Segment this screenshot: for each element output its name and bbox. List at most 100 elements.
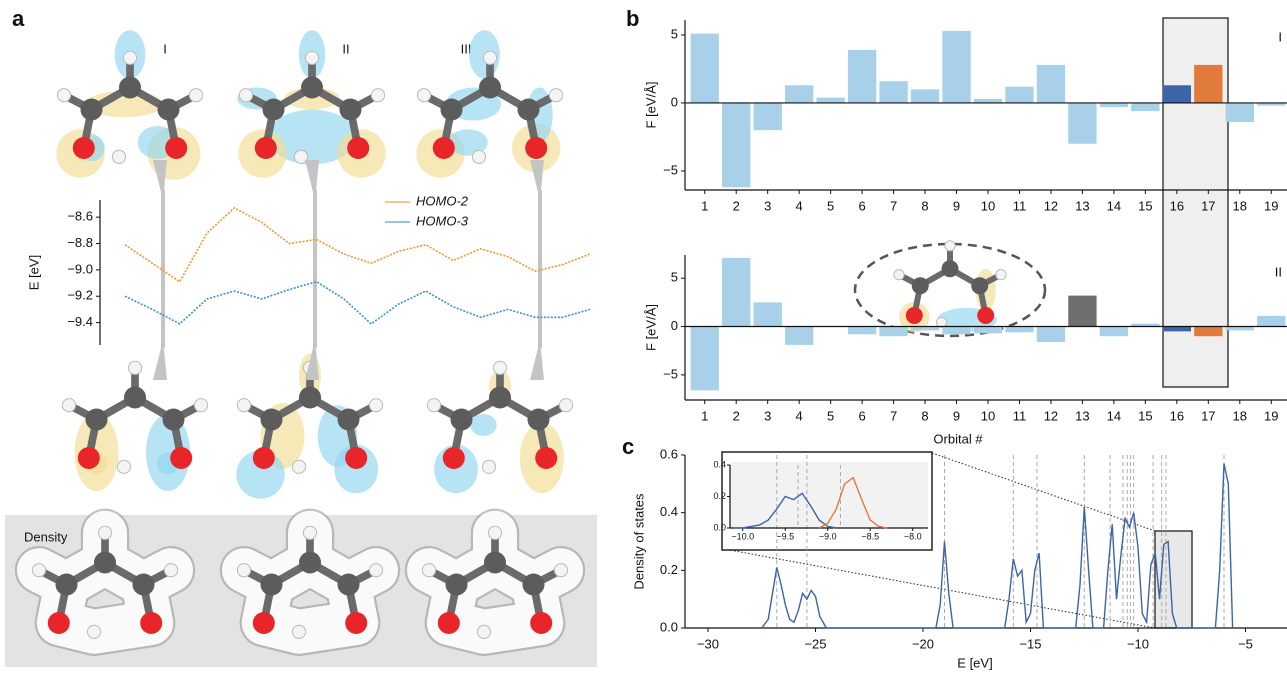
- x-tick-label: −8.5: [861, 531, 879, 541]
- state-marker: [153, 160, 167, 200]
- bar: [1099, 102, 1129, 108]
- bar: [1225, 326, 1254, 331]
- oxygen: [77, 447, 100, 469]
- bar: [1005, 86, 1034, 103]
- y-tick-label: −5: [663, 162, 678, 177]
- hydrogen: [193, 398, 209, 413]
- hydrogen: [995, 269, 1007, 281]
- oxygen: [442, 447, 465, 469]
- structure-label: III: [461, 41, 472, 56]
- carbon: [260, 573, 283, 596]
- oxygen: [432, 137, 455, 159]
- y-tick-label: −5: [663, 366, 678, 381]
- x-tick-label: 4: [796, 198, 803, 213]
- x-tick-label: 13: [1075, 408, 1089, 423]
- hydrogen: [188, 88, 204, 103]
- x-tick-label: 7: [890, 198, 897, 213]
- x-tick-label: 1: [701, 198, 708, 213]
- bar: [910, 326, 940, 331]
- y-tick-label: −8.8: [67, 235, 93, 250]
- carbon: [80, 98, 103, 121]
- carbon: [911, 277, 929, 295]
- hydrogen: [291, 624, 307, 639]
- bar: [942, 326, 971, 335]
- y-tick-label: −9.4: [67, 314, 93, 329]
- x-tick-label: 18: [1233, 198, 1247, 213]
- y-tick-label: 5: [671, 270, 678, 285]
- y-axis-label: E [eV]: [26, 255, 41, 290]
- hydrogen: [368, 563, 384, 578]
- state-marker: [153, 340, 167, 380]
- bar: [847, 49, 877, 103]
- x-tick-label: −8.0: [904, 531, 922, 541]
- oxygen: [905, 307, 923, 324]
- x-tick-label: −10: [1127, 636, 1149, 651]
- bar: [722, 257, 751, 327]
- oxygen: [530, 612, 553, 634]
- oxygen: [254, 137, 277, 159]
- y-tick-label: 0.2: [713, 491, 726, 501]
- x-tick-label: −15: [1019, 636, 1041, 651]
- series-line: [734, 492, 837, 529]
- carbon: [339, 98, 362, 121]
- x-tick-label: 3: [764, 198, 771, 213]
- bar: [1131, 102, 1160, 112]
- carbon: [124, 386, 146, 409]
- carbon: [94, 551, 116, 574]
- bar: [1099, 326, 1129, 337]
- hydrogen: [487, 525, 503, 540]
- bar: [1194, 326, 1223, 337]
- carbon: [85, 408, 108, 431]
- hydrogen: [163, 563, 179, 578]
- hydrogen: [31, 563, 47, 578]
- hydrogen: [548, 88, 564, 103]
- bar: [879, 81, 908, 103]
- y-axis-label: F [eV/Å]: [643, 304, 658, 351]
- carbon: [517, 98, 540, 121]
- oxygen: [72, 137, 95, 159]
- series-line: [761, 463, 1234, 629]
- x-tick-label: 10: [981, 408, 995, 423]
- x-tick-label: 10: [981, 198, 995, 213]
- x-tick-label: 12: [1044, 408, 1058, 423]
- y-tick-label: 0.6: [660, 446, 678, 461]
- x-tick-label: 6: [858, 198, 865, 213]
- panel-label: a: [12, 6, 25, 31]
- hydrogen: [553, 563, 569, 578]
- hydrogen: [122, 50, 138, 65]
- hydrogen: [935, 316, 948, 328]
- hydrogen: [416, 88, 432, 103]
- bar: [784, 326, 814, 345]
- x-tick-label: 19: [1264, 198, 1278, 213]
- bar: [1257, 102, 1286, 106]
- bar: [1036, 326, 1066, 342]
- hydrogen: [558, 398, 574, 413]
- carbon: [301, 76, 323, 99]
- x-tick-label: −10.0: [731, 531, 754, 541]
- bar: [1162, 85, 1192, 103]
- hydrogen: [304, 50, 320, 65]
- state-marker: [305, 340, 319, 380]
- hydrogen: [291, 459, 307, 474]
- carbon: [971, 277, 989, 295]
- carbon: [440, 98, 463, 121]
- bar: [1257, 315, 1286, 327]
- oxygen: [165, 137, 188, 159]
- y-tick-label: −9.2: [67, 288, 93, 303]
- hydrogen: [116, 459, 132, 474]
- state-marker: [313, 190, 317, 348]
- x-tick-label: 14: [1107, 408, 1121, 423]
- hydrogen: [368, 398, 384, 413]
- oxygen: [535, 447, 558, 469]
- zoom-line: [723, 548, 1156, 629]
- oxygen: [347, 137, 370, 159]
- bar: [1194, 64, 1223, 103]
- x-tick-label: 15: [1138, 408, 1152, 423]
- oxygen: [252, 447, 275, 469]
- hydrogen: [127, 360, 143, 375]
- bar: [973, 98, 1003, 103]
- y-tick-label: 0.2: [660, 562, 678, 577]
- y-tick-label: −9.0: [67, 261, 93, 276]
- x-tick-label: 1: [701, 408, 708, 423]
